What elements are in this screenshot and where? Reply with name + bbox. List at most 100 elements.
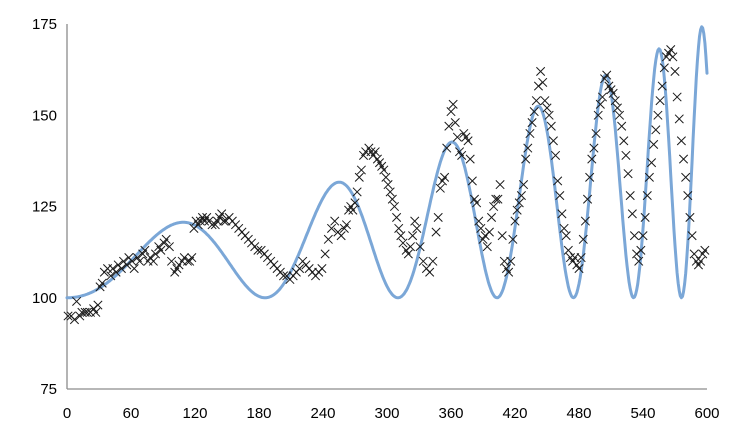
data-point-stroke (627, 209, 637, 219)
data-point (457, 150, 467, 160)
data-point-stroke (621, 150, 631, 160)
x-tick-label: 60 (123, 405, 140, 422)
data-point-stroke (418, 256, 428, 266)
data-point-stroke (683, 190, 693, 201)
data-point-stroke (387, 194, 397, 204)
data-point-stroke (150, 249, 161, 259)
data-point (587, 154, 597, 164)
data-point-stroke (202, 212, 212, 223)
data-point-stroke (587, 154, 597, 164)
data-point-stroke (350, 198, 360, 208)
data-point-stroke (341, 220, 352, 230)
data-point (608, 88, 618, 98)
data-point (489, 201, 499, 212)
data-point (486, 212, 497, 223)
data-point-stroke (396, 231, 406, 241)
x-tick-label: 480 (566, 405, 591, 422)
data-point (97, 278, 107, 288)
data-point-stroke (653, 110, 663, 120)
data-point (435, 183, 445, 193)
data-point-stroke (529, 107, 539, 117)
data-point-stroke (127, 256, 137, 266)
data-point (326, 223, 337, 233)
axes (66, 24, 707, 390)
data-point (497, 231, 507, 241)
data-point (651, 125, 661, 135)
data-point (546, 121, 556, 131)
data-point (396, 231, 406, 241)
data-point (341, 220, 352, 230)
data-point (253, 245, 263, 255)
data-point-stroke (495, 180, 505, 190)
data-point-stroke (546, 121, 556, 131)
data-point (440, 172, 450, 182)
data-point-stroke (323, 234, 333, 244)
data-point-stroke (69, 315, 80, 325)
data-point (425, 267, 435, 277)
data-point-stroke (501, 263, 512, 274)
data-point-stroke (448, 99, 458, 109)
data-point-stroke (415, 242, 425, 252)
data-point (525, 128, 535, 139)
data-point (472, 198, 482, 208)
data-point-stroke (629, 231, 640, 241)
data-point-stroke (450, 117, 460, 128)
data-point (161, 234, 171, 244)
data-point-stroke (544, 110, 554, 120)
data-point-stroke (408, 231, 418, 241)
data-point-stroke (63, 311, 73, 321)
data-point-stroke (574, 263, 584, 274)
x-tick-label: 240 (310, 405, 335, 422)
data-point (512, 205, 522, 215)
data-point-stroke (278, 271, 289, 281)
data-point-stroke (385, 187, 395, 197)
data-point-stroke (553, 176, 563, 186)
data-point-stroke (595, 99, 605, 109)
x-tick-label: 600 (694, 405, 719, 422)
data-point-stroke (623, 169, 633, 179)
data-point-stroke (482, 242, 492, 252)
data-point (398, 238, 408, 248)
data-point-stroke (425, 267, 435, 277)
data-point-stroke (610, 96, 620, 106)
data-point (450, 117, 460, 128)
data-point-stroke (506, 256, 516, 266)
data-point-stroke (580, 216, 590, 226)
data-point-stroke (187, 253, 197, 263)
data-point (495, 180, 505, 190)
data-point-stroke (691, 256, 701, 266)
data-point-stroke (412, 223, 422, 233)
data-point-stroke (625, 190, 635, 201)
data-point (627, 209, 637, 219)
data-point-stroke (140, 245, 150, 255)
x-tick-label: 300 (374, 405, 399, 422)
data-point (116, 263, 126, 274)
data-point-stroke (655, 96, 665, 106)
data-point (111, 267, 121, 277)
data-point-stroke (383, 180, 393, 190)
data-point (431, 227, 441, 237)
data-point-stroke (510, 216, 520, 226)
data-point (446, 107, 456, 117)
data-point-stroke (525, 128, 535, 139)
data-point-stroke (156, 245, 166, 255)
data-point (649, 139, 659, 150)
data-point (219, 216, 229, 226)
data-point (655, 96, 665, 106)
data-point (544, 110, 554, 120)
data-point-stroke (154, 242, 164, 252)
data-point-stroke (454, 147, 465, 157)
data-point (536, 66, 546, 77)
data-point-stroke (348, 205, 358, 215)
data-point-stroke (91, 307, 101, 317)
data-point-stroke (394, 223, 404, 233)
data-point (134, 256, 145, 266)
data-point (614, 110, 625, 120)
data-point-stroke (651, 125, 661, 135)
data-point (506, 256, 516, 266)
data-point (610, 96, 620, 106)
x-tick-label: 360 (438, 405, 463, 422)
data-point (330, 216, 340, 226)
data-point-stroke (687, 231, 697, 241)
data-point (354, 172, 364, 182)
